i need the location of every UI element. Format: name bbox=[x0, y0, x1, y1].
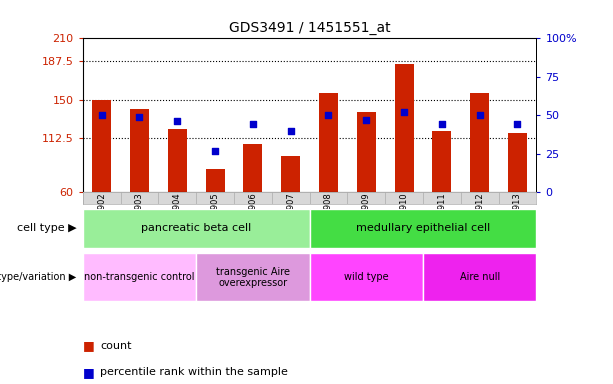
Bar bbox=[168, 129, 187, 192]
Point bbox=[475, 112, 485, 118]
Bar bbox=[83, 209, 310, 248]
Bar bbox=[272, 192, 310, 204]
Bar bbox=[470, 93, 489, 192]
Bar bbox=[310, 209, 536, 248]
Point bbox=[134, 114, 145, 120]
Bar bbox=[196, 192, 234, 204]
Text: GSM304911: GSM304911 bbox=[437, 193, 446, 243]
Bar bbox=[205, 169, 224, 192]
Point bbox=[512, 121, 522, 127]
Point bbox=[210, 147, 220, 154]
Text: GSM304910: GSM304910 bbox=[400, 193, 409, 243]
Bar bbox=[92, 100, 111, 192]
Bar bbox=[83, 192, 121, 204]
Bar bbox=[423, 253, 536, 301]
Text: Aire null: Aire null bbox=[460, 272, 500, 283]
Bar bbox=[130, 109, 149, 192]
Text: GSM304903: GSM304903 bbox=[135, 193, 144, 243]
Bar bbox=[310, 253, 423, 301]
Point bbox=[437, 121, 447, 127]
Bar bbox=[281, 156, 300, 192]
Text: medullary epithelial cell: medullary epithelial cell bbox=[356, 223, 490, 233]
Text: GSM304906: GSM304906 bbox=[248, 193, 257, 243]
Text: wild type: wild type bbox=[344, 272, 389, 283]
Bar bbox=[461, 192, 498, 204]
Text: GSM304912: GSM304912 bbox=[475, 193, 484, 243]
Bar bbox=[348, 192, 385, 204]
Text: GSM304908: GSM304908 bbox=[324, 193, 333, 243]
Text: pancreatic beta cell: pancreatic beta cell bbox=[141, 223, 251, 233]
Text: transgenic Aire
overexpressor: transgenic Aire overexpressor bbox=[216, 266, 290, 288]
Text: non-transgenic control: non-transgenic control bbox=[84, 272, 195, 283]
Bar bbox=[319, 93, 338, 192]
Text: ■: ■ bbox=[83, 366, 94, 379]
Bar bbox=[158, 192, 196, 204]
Point bbox=[172, 118, 182, 124]
Bar bbox=[432, 131, 451, 192]
Title: GDS3491 / 1451551_at: GDS3491 / 1451551_at bbox=[229, 21, 390, 35]
Point bbox=[324, 112, 333, 118]
Point bbox=[286, 127, 295, 134]
Bar bbox=[310, 192, 348, 204]
Text: GSM304909: GSM304909 bbox=[362, 193, 371, 243]
Point bbox=[97, 112, 107, 118]
Bar bbox=[243, 144, 262, 192]
Text: cell type ▶: cell type ▶ bbox=[17, 223, 77, 233]
Point bbox=[248, 121, 257, 127]
Text: percentile rank within the sample: percentile rank within the sample bbox=[100, 367, 287, 377]
Text: GSM304913: GSM304913 bbox=[513, 193, 522, 243]
Bar bbox=[498, 192, 536, 204]
Text: count: count bbox=[100, 341, 131, 351]
Text: GSM304907: GSM304907 bbox=[286, 193, 295, 243]
Bar bbox=[83, 253, 196, 301]
Text: genotype/variation ▶: genotype/variation ▶ bbox=[0, 272, 77, 283]
Text: GSM304902: GSM304902 bbox=[97, 193, 106, 243]
Bar bbox=[196, 253, 310, 301]
Text: GSM304904: GSM304904 bbox=[173, 193, 182, 243]
Bar bbox=[121, 192, 158, 204]
Bar bbox=[385, 192, 423, 204]
Bar bbox=[508, 132, 527, 192]
Point bbox=[361, 117, 371, 123]
Bar bbox=[234, 192, 272, 204]
Text: GSM304905: GSM304905 bbox=[210, 193, 219, 243]
Bar bbox=[423, 192, 461, 204]
Text: ■: ■ bbox=[83, 339, 94, 352]
Bar bbox=[395, 64, 414, 192]
Point bbox=[399, 109, 409, 115]
Bar bbox=[357, 112, 376, 192]
